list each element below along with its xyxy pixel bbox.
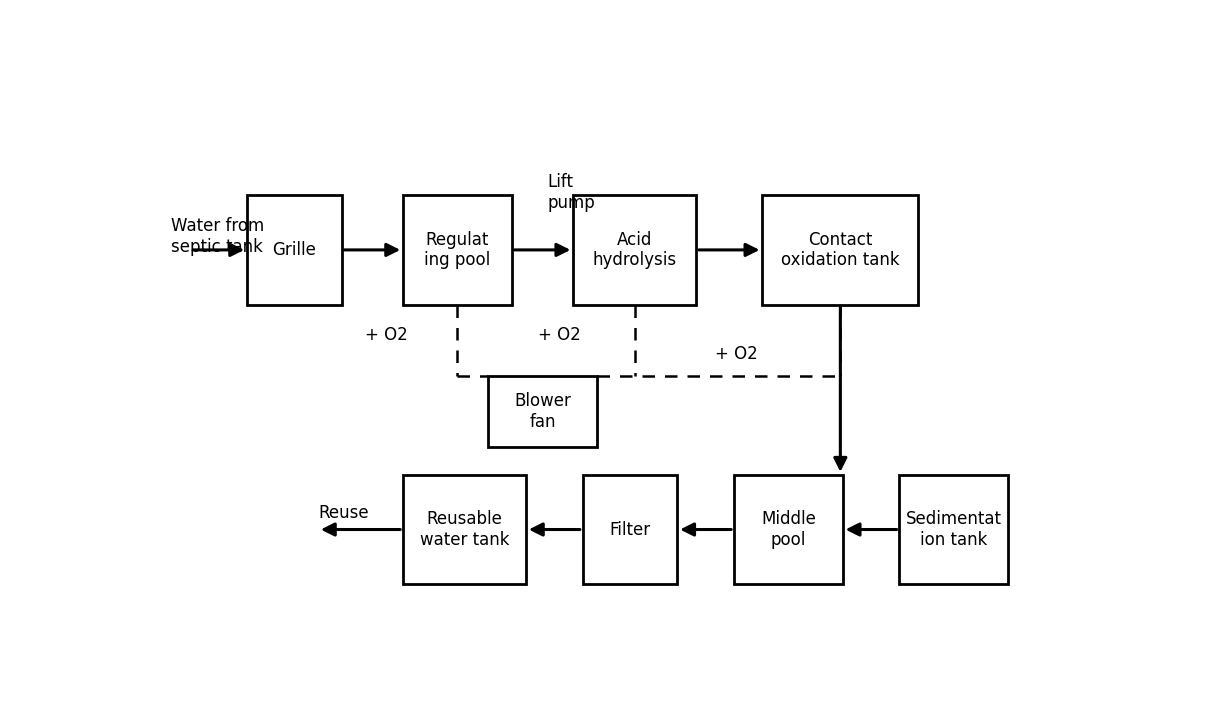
Text: Lift
pump: Lift pump [548, 173, 595, 212]
Text: Contact
oxidation tank: Contact oxidation tank [781, 231, 899, 269]
Text: Reusable
water tank: Reusable water tank [420, 510, 509, 549]
FancyBboxPatch shape [573, 195, 697, 305]
Text: Blower
fan: Blower fan [514, 392, 571, 431]
Text: + O2: + O2 [538, 326, 581, 344]
FancyBboxPatch shape [899, 475, 1008, 585]
FancyBboxPatch shape [403, 475, 526, 585]
Text: Reuse: Reuse [318, 504, 368, 522]
Text: + O2: + O2 [715, 345, 758, 363]
Text: Middle
pool: Middle pool [761, 510, 816, 549]
FancyBboxPatch shape [246, 195, 342, 305]
Text: Grille: Grille [272, 241, 316, 259]
Text: Acid
hydrolysis: Acid hydrolysis [593, 231, 677, 269]
Text: Regulat
ing pool: Regulat ing pool [425, 231, 490, 269]
Text: + O2: + O2 [365, 326, 407, 344]
FancyBboxPatch shape [583, 475, 677, 585]
FancyBboxPatch shape [403, 195, 512, 305]
FancyBboxPatch shape [488, 376, 597, 447]
FancyBboxPatch shape [734, 475, 843, 585]
Text: Filter: Filter [610, 520, 650, 538]
Text: Water from
septic tank: Water from septic tank [171, 217, 265, 256]
Text: Sedimentat
ion tank: Sedimentat ion tank [905, 510, 1002, 549]
FancyBboxPatch shape [762, 195, 919, 305]
